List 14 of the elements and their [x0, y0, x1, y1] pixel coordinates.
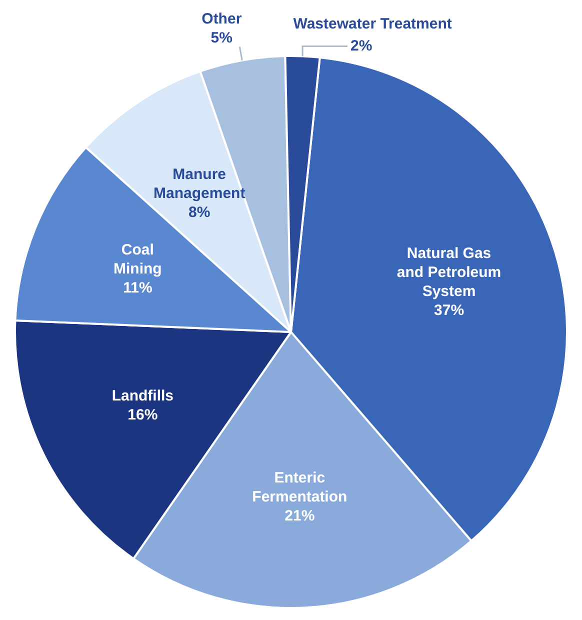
slice-label: Manure Management: [154, 166, 246, 202]
data-label: 11%: [123, 280, 152, 297]
data-label: 2%: [350, 37, 372, 54]
slice-label: Other: [202, 10, 242, 28]
data-label: 5%: [210, 30, 232, 47]
data-label: 8%: [188, 204, 210, 222]
data-label: 16%: [128, 406, 158, 424]
slice-label: Enteric Fermentation: [252, 470, 348, 506]
slice-label: Coal Mining: [114, 242, 162, 278]
data-label: 37%: [434, 302, 464, 320]
slice-label: Landfills: [112, 387, 174, 404]
slice-label: Natural Gas and Petroleum System: [396, 245, 502, 300]
data-label: 21%: [284, 508, 315, 525]
slice-label: Wastewater Treatment: [293, 15, 452, 32]
